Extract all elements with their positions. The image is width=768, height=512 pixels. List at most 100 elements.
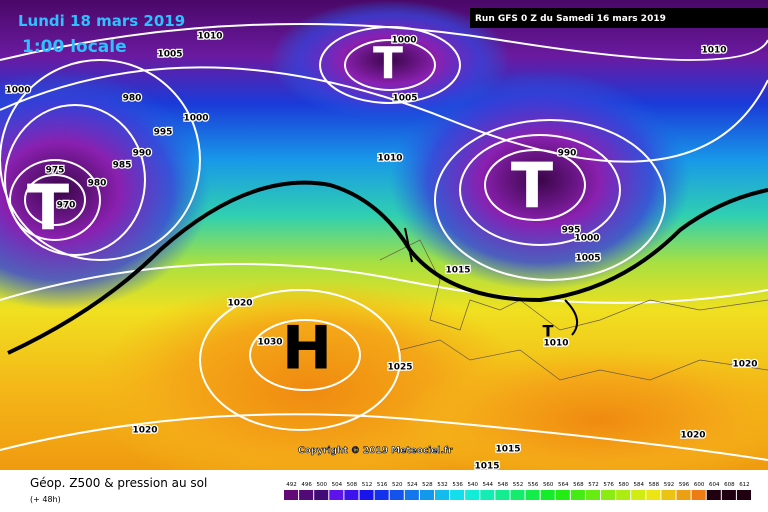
legend-swatch	[540, 490, 555, 500]
legend-swatch	[359, 490, 374, 500]
pressure-center: T	[27, 171, 69, 244]
coastlines	[379, 239, 768, 381]
isobar-label: 985	[113, 161, 132, 171]
legend-swatch	[389, 490, 404, 500]
legend-swatch	[284, 490, 299, 500]
legend-swatch	[631, 490, 646, 500]
legend-swatch	[434, 490, 450, 500]
legend-swatch	[344, 490, 359, 500]
legend-label: 580	[618, 482, 629, 488]
isobar-label: 990	[558, 149, 577, 159]
forecast-date: Lundi 18 mars 2019	[18, 12, 185, 30]
legend-swatch	[721, 490, 736, 500]
legend-swatch	[314, 490, 329, 500]
isobar-label: 1015	[445, 266, 470, 276]
run-info: Run GFS 0 Z du Samedi 16 mars 2019	[475, 14, 666, 24]
legend-swatch	[495, 490, 510, 500]
isobar-label: 970	[57, 201, 76, 211]
isobar-label: 980	[123, 94, 142, 104]
isobar-label: 1020	[680, 431, 705, 441]
isobar-label: 1000	[391, 36, 416, 46]
isobar-label: 975	[46, 166, 65, 176]
isobar-label: 1010	[197, 32, 222, 42]
legend-swatch	[299, 490, 314, 500]
isobar-label: 1025	[387, 363, 412, 373]
legend-label: 528	[422, 482, 433, 488]
pressure-center: T	[543, 322, 554, 341]
legend-label: 492	[286, 482, 297, 488]
legend-swatch	[616, 490, 631, 500]
legend-swatch	[676, 490, 691, 500]
legend-swatch	[706, 490, 721, 500]
isobar-label: 1015	[495, 445, 520, 455]
isobar-label: 1000	[5, 86, 30, 96]
legend-label: 588	[649, 482, 660, 488]
legend-label: 556	[528, 482, 539, 488]
legend-swatch	[585, 490, 601, 500]
legend-label: 600	[694, 482, 705, 488]
legend-swatch	[374, 490, 389, 500]
legend-swatch	[691, 490, 706, 500]
legend-label: 596	[679, 482, 690, 488]
isobar-label: 1005	[157, 50, 182, 60]
legend-label: 612	[739, 482, 750, 488]
isobar-label: 1005	[392, 94, 417, 104]
arrows	[404, 227, 579, 336]
isobar-label: 995	[562, 226, 581, 236]
legend-label: 548	[498, 482, 509, 488]
isobar-label: 1015	[474, 462, 499, 472]
legend-label: 568	[573, 482, 584, 488]
legend-label: 496	[301, 482, 312, 488]
legend-label: 520	[392, 482, 403, 488]
isobar-label: 1010	[701, 46, 726, 56]
isobars	[0, 23, 768, 461]
isobar-label: 995	[154, 128, 173, 138]
legend-swatch	[736, 490, 751, 500]
legend-swatch	[525, 490, 540, 500]
legend-label: 536	[452, 482, 463, 488]
legend-label: 508	[347, 482, 358, 488]
legend-swatch	[570, 490, 585, 500]
run-box	[470, 8, 768, 28]
pressure-center: T	[373, 38, 403, 89]
legend-label: 540	[467, 482, 478, 488]
isobar-label: 1010	[377, 154, 402, 164]
pressure-center: H	[282, 314, 332, 384]
legend-label: 592	[664, 482, 675, 488]
jet-stream	[7, 180, 768, 355]
isobar-label: 1020	[132, 426, 157, 436]
legend-swatch	[450, 490, 465, 500]
legend-swatch	[404, 490, 419, 500]
isobar-label: 1030	[257, 338, 282, 348]
legend-swatch	[419, 490, 434, 500]
legend-label: 504	[332, 482, 343, 488]
legend-swatch	[555, 490, 570, 500]
legend-label: 544	[483, 482, 494, 488]
legend-label: 584	[634, 482, 645, 488]
legend-swatch	[329, 490, 344, 500]
legend-swatch	[646, 490, 661, 500]
copyright: Copyright © 2019 Meteociel.fr	[298, 446, 453, 456]
legend-label: 516	[377, 482, 388, 488]
legend-swatch	[661, 490, 676, 500]
legend-label: 576	[603, 482, 614, 488]
isobar-label: 980	[88, 179, 107, 189]
forecast-time: 1:00 locale	[22, 37, 127, 57]
legend-label: 604	[709, 482, 720, 488]
legend-label: 552	[513, 482, 524, 488]
legend-label: 524	[407, 482, 418, 488]
isobar-label: 1020	[227, 299, 252, 309]
isobar-label: 1000	[574, 234, 599, 244]
legend-label: 564	[558, 482, 569, 488]
footer-title: Géop. Z500 & pression au sol	[30, 476, 207, 490]
legend-label: 532	[437, 482, 448, 488]
legend-label: 572	[588, 482, 599, 488]
isobar-label: 1005	[575, 254, 600, 264]
legend-swatch	[465, 490, 480, 500]
legend-label: 500	[316, 482, 327, 488]
legend-label: 608	[724, 482, 735, 488]
legend-swatch	[601, 490, 616, 500]
isobar-label: 1020	[732, 360, 757, 370]
isobar-label: 990	[133, 149, 152, 159]
